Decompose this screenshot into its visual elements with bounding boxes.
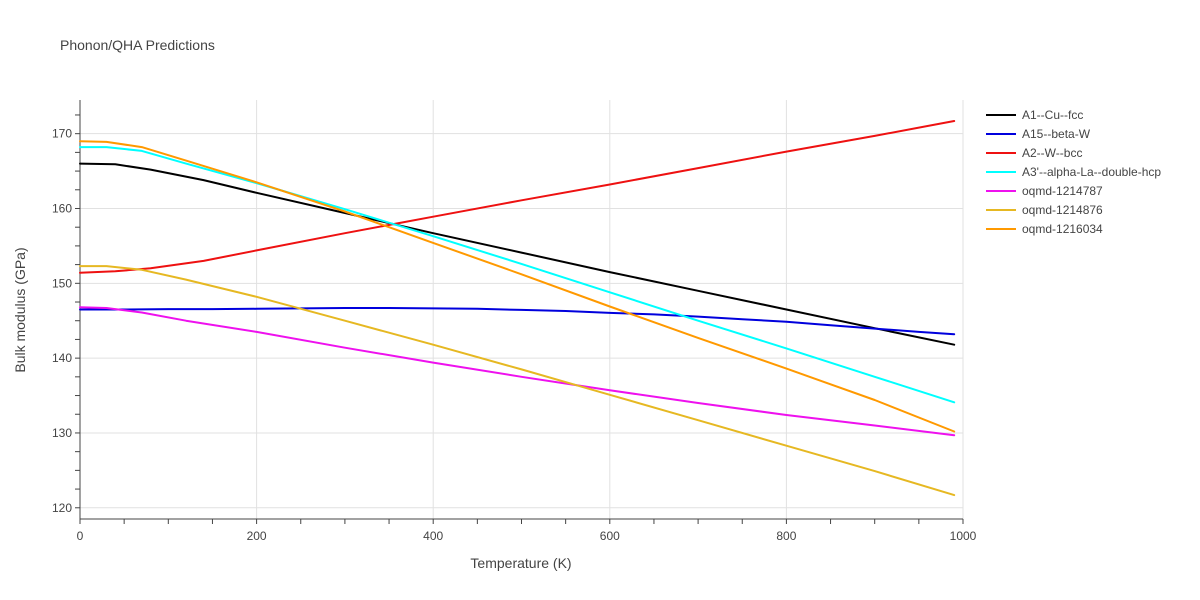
legend-item[interactable]: oqmd-1216034	[986, 222, 1103, 236]
legend-label: A15--beta-W	[1022, 127, 1091, 141]
legend-label: oqmd-1216034	[1022, 222, 1103, 236]
legend-item[interactable]: oqmd-1214787	[986, 184, 1103, 198]
x-axis-title: Temperature (K)	[470, 555, 571, 571]
legend-label: oqmd-1214876	[1022, 203, 1103, 217]
series-line-5	[79, 265, 956, 497]
grid	[80, 100, 964, 519]
y-tick-label: 160	[52, 201, 72, 215]
legend-item[interactable]: A15--beta-W	[986, 127, 1091, 141]
x-tick-label: 600	[600, 529, 620, 543]
plot-area	[79, 120, 956, 497]
x-tick-label: 400	[423, 529, 443, 543]
legend-label: A2--W--bcc	[1022, 146, 1082, 160]
legend-item[interactable]: A2--W--bcc	[986, 146, 1082, 160]
legend-item[interactable]: A1--Cu--fcc	[986, 108, 1083, 122]
y-tick-label: 170	[52, 127, 72, 141]
y-tick-label: 120	[52, 501, 72, 515]
series-line-1	[79, 307, 956, 336]
series-line-6	[79, 140, 956, 433]
legend-label: oqmd-1214787	[1022, 184, 1103, 198]
series-line-4	[79, 306, 956, 437]
legend: A1--Cu--fcc A15--beta-W A2--W--bcc A3'--alp…	[986, 108, 1161, 236]
y-tick-label: 130	[52, 426, 72, 440]
x-tick-label: 800	[776, 529, 796, 543]
x-tick-label: 1000	[950, 529, 977, 543]
y-tick-label: 150	[52, 276, 72, 290]
series-line-3	[79, 146, 956, 404]
legend-item[interactable]: oqmd-1214876	[986, 203, 1103, 217]
series-line-0	[79, 162, 956, 346]
chart-title: Phonon/QHA Predictions	[60, 37, 215, 53]
legend-item[interactable]: A3'--alpha-La--double-hcp	[986, 165, 1161, 179]
legend-label: A3'--alpha-La--double-hcp	[1022, 165, 1161, 179]
x-tick-label: 0	[77, 529, 84, 543]
series-line-2	[79, 120, 956, 274]
x-tick-label: 200	[247, 529, 267, 543]
legend-label: A1--Cu--fcc	[1022, 108, 1083, 122]
y-tick-label: 140	[52, 351, 72, 365]
y-axis-title: Bulk modulus (GPa)	[12, 247, 28, 372]
